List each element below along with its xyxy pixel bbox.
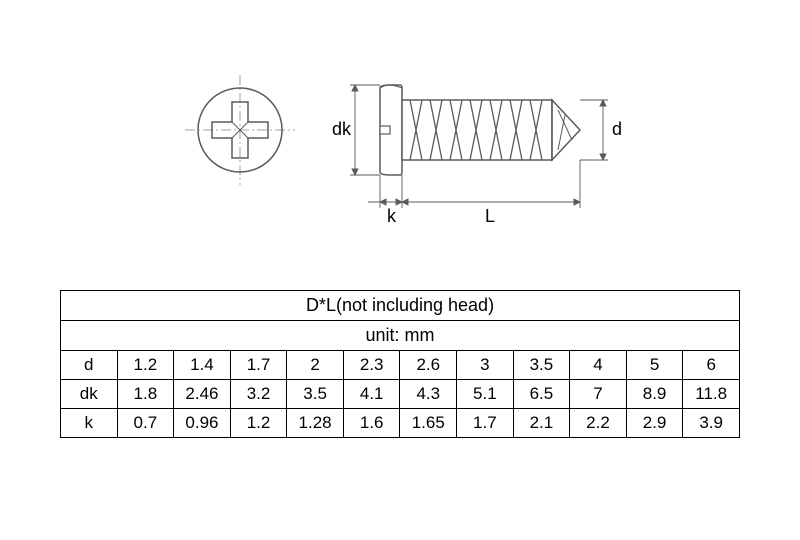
table-cell: 3.9 (683, 409, 740, 438)
table-cell: 0.96 (174, 409, 231, 438)
table-cell: 1.65 (400, 409, 457, 438)
table-cell: 2.2 (570, 409, 627, 438)
label-L: L (485, 206, 495, 226)
table-cell: 4 (570, 351, 627, 380)
screw-diagram: dk d k (0, 30, 800, 230)
table-cell: 3 (457, 351, 514, 380)
table-cell: 1.28 (287, 409, 344, 438)
label-dk: dk (332, 119, 352, 139)
table-cell: 7 (570, 380, 627, 409)
table-cell: 5.1 (457, 380, 514, 409)
table-cell: 0.7 (117, 409, 174, 438)
table-cell: 8.9 (626, 380, 683, 409)
table-cell: 1.2 (230, 409, 287, 438)
table-cell: 6 (683, 351, 740, 380)
table-cell: 1.4 (174, 351, 231, 380)
table-cell: 3.5 (513, 351, 570, 380)
table-cell: 2.1 (513, 409, 570, 438)
table-cell: 1.7 (457, 409, 514, 438)
table-cell: 1.6 (343, 409, 400, 438)
table-unit: unit: mm (61, 321, 740, 351)
dimension-table: D*L(not including head)unit: mmd1.21.41.… (60, 290, 740, 438)
table-cell: 1.7 (230, 351, 287, 380)
table-title: D*L(not including head) (61, 291, 740, 321)
table-cell: 2.6 (400, 351, 457, 380)
table-cell: 1.8 (117, 380, 174, 409)
table-cell: 1.2 (117, 351, 174, 380)
row-label: dk (61, 380, 118, 409)
screw-side-view: dk d k (332, 85, 622, 226)
table-cell: 4.3 (400, 380, 457, 409)
table-cell: 3.2 (230, 380, 287, 409)
label-d: d (612, 119, 622, 139)
table-cell: 5 (626, 351, 683, 380)
table-cell: 11.8 (683, 380, 740, 409)
row-label: k (61, 409, 118, 438)
table-cell: 2.9 (626, 409, 683, 438)
row-label: d (61, 351, 118, 380)
table-cell: 4.1 (343, 380, 400, 409)
table-cell: 6.5 (513, 380, 570, 409)
table-cell: 2 (287, 351, 344, 380)
table-cell: 3.5 (287, 380, 344, 409)
table-cell: 2.3 (343, 351, 400, 380)
table-cell: 2.46 (174, 380, 231, 409)
screw-top-view (185, 75, 295, 185)
label-k: k (387, 206, 397, 226)
